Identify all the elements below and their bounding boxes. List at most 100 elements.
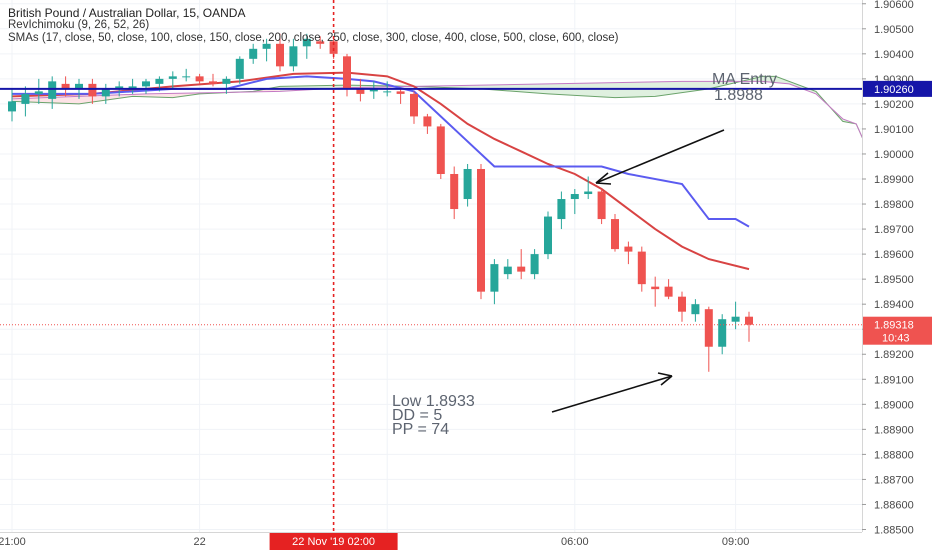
- symbol-title[interactable]: British Pound / Australian Dollar, 15, O…: [8, 6, 246, 20]
- price-tick-label: 1.88900: [874, 424, 914, 436]
- price-tick-label: 1.88500: [874, 524, 914, 536]
- session-marker-label: 22 Nov '19 02:00: [292, 536, 375, 548]
- candle-body: [289, 46, 298, 67]
- candle-body: [436, 126, 445, 174]
- time-tick-label: 06:00: [561, 536, 589, 548]
- candle-body: [249, 48, 258, 59]
- price-tick-label: 1.90500: [874, 24, 914, 36]
- candle-body: [356, 88, 365, 94]
- candle-body: [423, 116, 432, 127]
- candle-body: [142, 81, 150, 87]
- price-tick-label: 1.89100: [874, 374, 914, 386]
- price-tick-label: 1.89800: [874, 199, 914, 211]
- arrow-head-low: [657, 372, 673, 386]
- annotation-low: Low 1.8933: [392, 393, 475, 410]
- candle-body: [490, 264, 499, 292]
- price-tick-label: 1.89200: [874, 349, 914, 361]
- candle-body: [21, 93, 30, 104]
- candle-body: [276, 43, 284, 67]
- candle-body: [316, 41, 325, 44]
- candle-body: [128, 86, 137, 89]
- price-axis[interactable]: 1.88500 1.88600 1.88700 1.88800 1.88900 1.890…: [862, 0, 932, 550]
- current-price-label-bg: [863, 316, 932, 345]
- price-tick-label: 1.90600: [874, 0, 914, 11]
- price-tick-label: 1.89600: [874, 249, 914, 261]
- arrow-to-low: [551, 375, 673, 413]
- price-tick-label: 1.89900: [874, 174, 914, 186]
- current-price-label: 1.89318: [874, 320, 914, 332]
- entry-price-label-bg: [863, 80, 932, 97]
- price-tick-label: 1.89700: [874, 224, 914, 236]
- candle-body: [651, 286, 660, 290]
- candle-body: [235, 58, 244, 79]
- ichimoku-legend[interactable]: RevIchimoku (9, 26, 52, 26): [8, 19, 150, 31]
- span-a-line: [11, 75, 924, 177]
- candle-body: [463, 168, 472, 200]
- candle-body: [302, 38, 311, 47]
- time-tick-label: 21:00: [0, 536, 26, 548]
- candle-body: [195, 76, 204, 82]
- bar-countdown: 10:43: [882, 333, 910, 345]
- candle-body: [101, 88, 110, 97]
- candle-body: [450, 173, 459, 210]
- price-levels: [0, 0, 862, 532]
- price-tick-label: 1.90000: [874, 149, 914, 161]
- cloud-bearish: [12, 86, 280, 104]
- candle-body: [624, 246, 633, 252]
- sma-slow-line: [11, 71, 750, 271]
- candle-body: [731, 316, 740, 322]
- time-tick-label: 22: [193, 536, 205, 548]
- annotation-ma-entry: MA Entry: [712, 71, 777, 88]
- candle-body: [517, 266, 526, 272]
- candle-body: [222, 78, 231, 84]
- candle-body: [544, 216, 552, 255]
- candle-body: [329, 41, 338, 54]
- candle-body: [34, 91, 43, 94]
- price-tick-label: 1.90100: [874, 124, 914, 136]
- candle-body: [410, 93, 418, 117]
- candle-body: [262, 43, 271, 49]
- annotation-pp: PP = 74: [392, 421, 449, 438]
- price-tick-label: 1.88700: [874, 474, 914, 486]
- candle-body: [369, 88, 378, 92]
- candle-body: [168, 76, 177, 79]
- candle-body: [503, 266, 512, 275]
- candle-body: [691, 304, 700, 315]
- candle-body: [570, 194, 579, 200]
- candle-body: [530, 254, 539, 275]
- arrow-head-ma-entry: [595, 172, 612, 185]
- candle-body: [557, 199, 566, 220]
- price-tick-label: 1.89400: [874, 299, 914, 311]
- session-marker-label-bg: [269, 533, 398, 550]
- candle-body: [396, 91, 405, 94]
- candle-body: [477, 168, 485, 292]
- arrow-to-ma-entry: [595, 129, 725, 184]
- candle-body: [115, 86, 124, 89]
- chart-grid: [0, 0, 862, 532]
- candle-body: [664, 286, 673, 297]
- candle-body: [678, 296, 686, 312]
- annotations: MA Entry 1.8988 Low 1.8933 DD = 5 PP = 7…: [392, 71, 777, 438]
- entry-price-label: 1.90260: [874, 84, 914, 96]
- price-tick-label: 1.88800: [874, 449, 914, 461]
- candle-body: [61, 83, 70, 89]
- candle-body: [584, 191, 593, 195]
- candle-body: [8, 101, 16, 112]
- candle-body: [383, 91, 392, 93]
- candle-body: [48, 81, 57, 99]
- candle-body: [88, 83, 97, 97]
- annotation-ma-entry-value: 1.8988: [714, 87, 763, 104]
- candle-body: [637, 251, 646, 285]
- time-tick-label: 09:00: [722, 536, 750, 548]
- candle-body: [745, 316, 753, 325]
- sma-legend[interactable]: SMAs (17, close, 50, close, 100, close, …: [8, 32, 619, 44]
- candle-body: [611, 219, 619, 250]
- candle-body: [718, 319, 727, 347]
- price-tick-label: 1.89500: [874, 274, 914, 286]
- candle-body: [182, 76, 191, 78]
- candle-body: [597, 191, 606, 220]
- price-tick-label: 1.88600: [874, 499, 914, 511]
- candle-body: [155, 78, 164, 84]
